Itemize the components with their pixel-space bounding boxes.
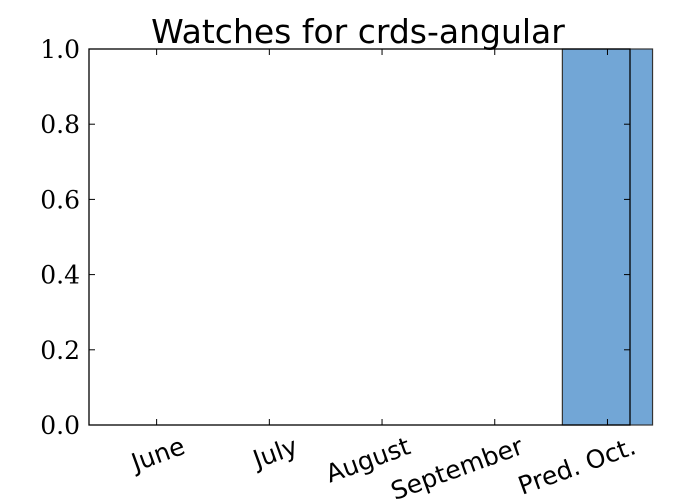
- bars-layer: [561, 48, 654, 426]
- x-tick-label-3: September: [387, 431, 527, 500]
- y-tick-label-4: 0.8: [40, 110, 80, 139]
- ticks-layer: [89, 48, 630, 426]
- x-tick-label-4: Pred. Oct.: [514, 431, 639, 500]
- x-tick-label-0: June: [126, 431, 189, 478]
- y-tick-label-3: 0.6: [40, 185, 80, 214]
- y-tick-label-2: 0.4: [40, 261, 80, 290]
- y-tick-label-1: 0.2: [40, 336, 80, 365]
- bar-4: [561, 48, 654, 426]
- plot-frame: [88, 48, 631, 426]
- y-tick-label-0: 0.0: [40, 411, 80, 440]
- chart-title: Watches for crds-angular: [151, 12, 565, 51]
- y-tick-labels: 0.0 0.2 0.4 0.6 0.8 1.0: [40, 35, 80, 440]
- x-tick-label-1: July: [247, 431, 301, 474]
- y-tick-label-5: 1.0: [40, 35, 80, 64]
